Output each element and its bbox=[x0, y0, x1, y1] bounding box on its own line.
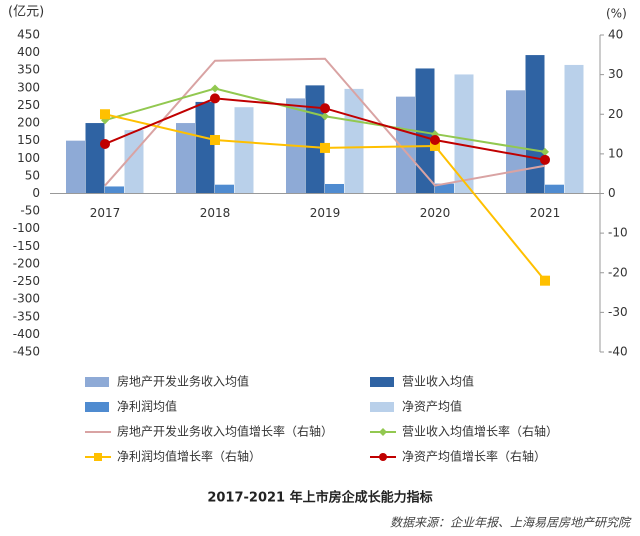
y-tick-label: -450 bbox=[13, 345, 40, 359]
y-tick-label: -100 bbox=[13, 221, 40, 235]
legend-label: 营业收入均值 bbox=[402, 374, 474, 389]
x-tick-label: 2020 bbox=[420, 206, 451, 220]
legend-swatch bbox=[370, 377, 394, 387]
bar bbox=[105, 186, 124, 194]
bar bbox=[545, 184, 564, 194]
bar bbox=[525, 55, 545, 194]
bar bbox=[415, 68, 435, 194]
legend-label: 净资产均值增长率（右轴） bbox=[402, 449, 546, 464]
point bbox=[321, 112, 329, 121]
bar bbox=[325, 183, 344, 194]
legend-label: 房地产开发业务收入均值 bbox=[117, 374, 249, 389]
bar bbox=[344, 88, 364, 194]
x-tick-label: 2019 bbox=[310, 206, 341, 220]
legend-label: 营业收入均值增长率（右轴） bbox=[402, 424, 558, 439]
point bbox=[100, 138, 110, 149]
point bbox=[540, 275, 550, 286]
point bbox=[100, 109, 110, 120]
y2-tick-label: -10 bbox=[608, 226, 628, 240]
y2-tick-label: -30 bbox=[608, 305, 628, 319]
bar bbox=[234, 107, 254, 194]
bar bbox=[454, 74, 474, 194]
y-axis-label: (亿元) bbox=[8, 5, 44, 20]
y2-axis-label: (%) bbox=[606, 7, 627, 21]
bar bbox=[305, 85, 325, 194]
y2-tick-label: 10 bbox=[608, 146, 623, 160]
legend-swatch bbox=[85, 402, 109, 412]
point bbox=[210, 93, 220, 104]
y-tick-label: -350 bbox=[13, 309, 40, 323]
x-tick-label: 2018 bbox=[200, 206, 231, 220]
legend-label: 净利润均值 bbox=[117, 399, 177, 414]
point bbox=[541, 147, 549, 156]
y2-tick-label: 0 bbox=[608, 186, 616, 200]
source: 数据来源：企业年报、上海易居房地产研究院 bbox=[390, 516, 632, 530]
point bbox=[211, 84, 219, 93]
y-tick-label: 150 bbox=[17, 133, 40, 147]
bar bbox=[396, 96, 415, 194]
legend-swatch bbox=[370, 402, 394, 412]
legend-swatch bbox=[85, 377, 109, 387]
bar bbox=[66, 140, 85, 194]
legend-label: 房地产开发业务收入均值增长率（右轴） bbox=[117, 424, 333, 439]
chart-title: 2017-2021 年上市房企成长能力指标 bbox=[207, 490, 432, 506]
point bbox=[430, 135, 440, 146]
y-tick-label: -150 bbox=[13, 239, 40, 253]
y-tick-label: 250 bbox=[17, 98, 40, 112]
bar bbox=[176, 123, 195, 194]
y-tick-label: 200 bbox=[17, 116, 40, 130]
y-tick-label: -50 bbox=[20, 204, 40, 218]
line bbox=[104, 113, 546, 282]
x-tick-label: 2021 bbox=[530, 206, 561, 220]
bar bbox=[435, 183, 454, 194]
legend-label: 净利润均值增长率（右轴） bbox=[117, 449, 261, 464]
point bbox=[320, 142, 330, 153]
point bbox=[320, 103, 330, 114]
y-tick-label: 300 bbox=[17, 80, 40, 94]
y-tick-label: 100 bbox=[17, 151, 40, 165]
y-tick-label: 0 bbox=[32, 186, 40, 200]
y2-tick-label: -40 bbox=[608, 345, 628, 359]
line bbox=[104, 57, 546, 187]
legend-label: 净资产均值 bbox=[402, 399, 462, 414]
bar bbox=[215, 184, 234, 194]
y-tick-label: -250 bbox=[13, 274, 40, 288]
point bbox=[210, 135, 220, 146]
y2-tick-label: 30 bbox=[608, 67, 623, 81]
point bbox=[430, 140, 440, 151]
point bbox=[540, 154, 550, 165]
y2-tick-label: -20 bbox=[608, 265, 628, 279]
bar bbox=[124, 130, 144, 194]
y-tick-label: -200 bbox=[13, 256, 40, 270]
y-tick-label: 50 bbox=[25, 168, 40, 182]
y-tick-label: -400 bbox=[13, 327, 40, 341]
y-tick-label: -300 bbox=[13, 292, 40, 306]
bar bbox=[564, 64, 584, 194]
y-tick-label: 400 bbox=[17, 45, 40, 59]
bar bbox=[506, 90, 525, 194]
y2-tick-label: 20 bbox=[608, 107, 623, 121]
y2-tick-label: 40 bbox=[608, 28, 623, 42]
bar bbox=[85, 123, 105, 194]
y-tick-label: 450 bbox=[17, 28, 40, 42]
bar bbox=[195, 101, 215, 194]
x-tick-label: 2017 bbox=[90, 206, 121, 220]
legend-marker bbox=[379, 428, 387, 436]
legend-marker bbox=[94, 453, 102, 461]
y-tick-label: 350 bbox=[17, 63, 40, 77]
legend-marker bbox=[379, 453, 387, 461]
